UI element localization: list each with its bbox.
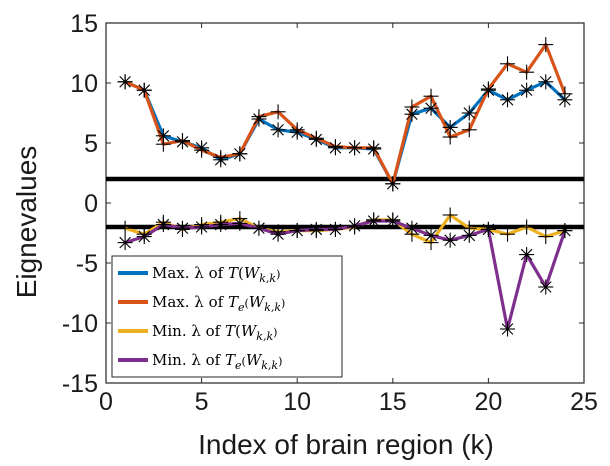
- asterisk-marker: [366, 213, 382, 229]
- y-tick-label: -15: [62, 370, 98, 398]
- asterisk-marker: [308, 221, 324, 237]
- plot-area: 0 5 10 15 20 25 -15 -10 -5 0 5 10 15 Max. λ of T(Wk,k…: [62, 10, 598, 416]
- asterisk-marker: [500, 92, 516, 108]
- plus-marker: [519, 219, 535, 235]
- plus-marker: [461, 122, 477, 138]
- asterisk-marker: [347, 218, 363, 234]
- asterisk-marker: [538, 279, 554, 295]
- asterisk-marker: [155, 217, 171, 233]
- asterisk-marker: [557, 223, 573, 239]
- plus-marker: [117, 220, 133, 236]
- asterisk-marker: [423, 227, 439, 243]
- x-tick-label: 0: [99, 388, 113, 416]
- asterisk-marker: [327, 221, 343, 237]
- asterisk-marker: [232, 215, 248, 231]
- plus-marker: [117, 74, 133, 90]
- plus-marker: [385, 176, 401, 192]
- series-line-2: [124, 42, 567, 186]
- asterisk-marker: [480, 221, 496, 237]
- x-tick-label: 15: [379, 388, 407, 416]
- asterisk-marker: [174, 220, 190, 236]
- asterisk-marker: [442, 232, 458, 248]
- y-tick-label: 15: [70, 10, 98, 38]
- asterisk-marker: [385, 213, 401, 229]
- plus-marker: [404, 99, 420, 115]
- asterisk-marker: [538, 74, 554, 90]
- asterisk-marker: [213, 217, 229, 233]
- series-markers-4: [117, 213, 573, 337]
- asterisk-marker: [500, 321, 516, 337]
- plus-marker: [366, 140, 382, 156]
- asterisk-marker: [136, 229, 152, 245]
- legend-box: [111, 255, 343, 378]
- plus-marker: [500, 226, 516, 242]
- y-tick-label: 10: [70, 70, 98, 98]
- plus-marker: [347, 140, 363, 156]
- plus-marker: [155, 136, 171, 152]
- x-tick-label: 25: [570, 388, 598, 416]
- plus-marker: [308, 130, 324, 146]
- plus-marker: [174, 133, 190, 149]
- y-axis-title: Eignevalues: [11, 146, 42, 299]
- asterisk-marker: [519, 247, 535, 263]
- x-axis-label: Index of brain region (k): [198, 429, 494, 460]
- plus-marker: [538, 229, 554, 245]
- y-tick-label: 0: [84, 190, 98, 218]
- asterisk-marker: [404, 220, 420, 236]
- legend-entry: Min. λ of T(Wk,k): [152, 322, 277, 343]
- asterisk-marker: [519, 82, 535, 98]
- asterisk-marker: [194, 219, 210, 235]
- x-tick-label: 5: [195, 388, 209, 416]
- plus-marker: [194, 142, 210, 158]
- plus-marker: [136, 82, 152, 98]
- series-markers-2: [117, 37, 573, 192]
- asterisk-marker: [270, 122, 286, 138]
- asterisk-marker: [155, 128, 171, 144]
- asterisk-marker: [461, 105, 477, 121]
- y-tick-label: -10: [62, 310, 98, 338]
- asterisk-marker: [270, 226, 286, 242]
- legend: Max. λ of T(Wk,k) Max. λ of Te(Wk,k) Min. …: [111, 255, 343, 378]
- plus-marker: [442, 207, 458, 223]
- x-tick-label: 10: [283, 388, 311, 416]
- plus-marker: [480, 81, 496, 97]
- legend-entry: Max. λ of T(Wk,k): [152, 264, 280, 285]
- plus-marker: [270, 104, 286, 120]
- plus-marker: [500, 56, 516, 72]
- asterisk-marker: [117, 235, 133, 251]
- plus-marker: [423, 88, 439, 104]
- asterisk-marker: [251, 220, 267, 236]
- plus-marker: [538, 37, 554, 53]
- plus-marker: [232, 146, 248, 162]
- plus-marker: [289, 122, 305, 138]
- y-axis-label: Eignevalues: [11, 146, 42, 299]
- asterisk-marker: [289, 223, 305, 239]
- plus-marker: [213, 149, 229, 165]
- plus-marker: [557, 86, 573, 102]
- legend-entry: Min. λ of Te(Wk,k): [152, 351, 282, 372]
- plus-marker: [251, 109, 267, 125]
- y-tick-label: -5: [76, 250, 98, 278]
- plus-marker: [442, 129, 458, 145]
- plus-marker: [519, 64, 535, 80]
- legend-entry: Max. λ of Te(Wk,k): [152, 293, 285, 314]
- plus-marker: [327, 139, 343, 155]
- asterisk-marker: [461, 227, 477, 243]
- y-tick-label: 5: [84, 130, 98, 158]
- x-tick-label: 20: [474, 388, 502, 416]
